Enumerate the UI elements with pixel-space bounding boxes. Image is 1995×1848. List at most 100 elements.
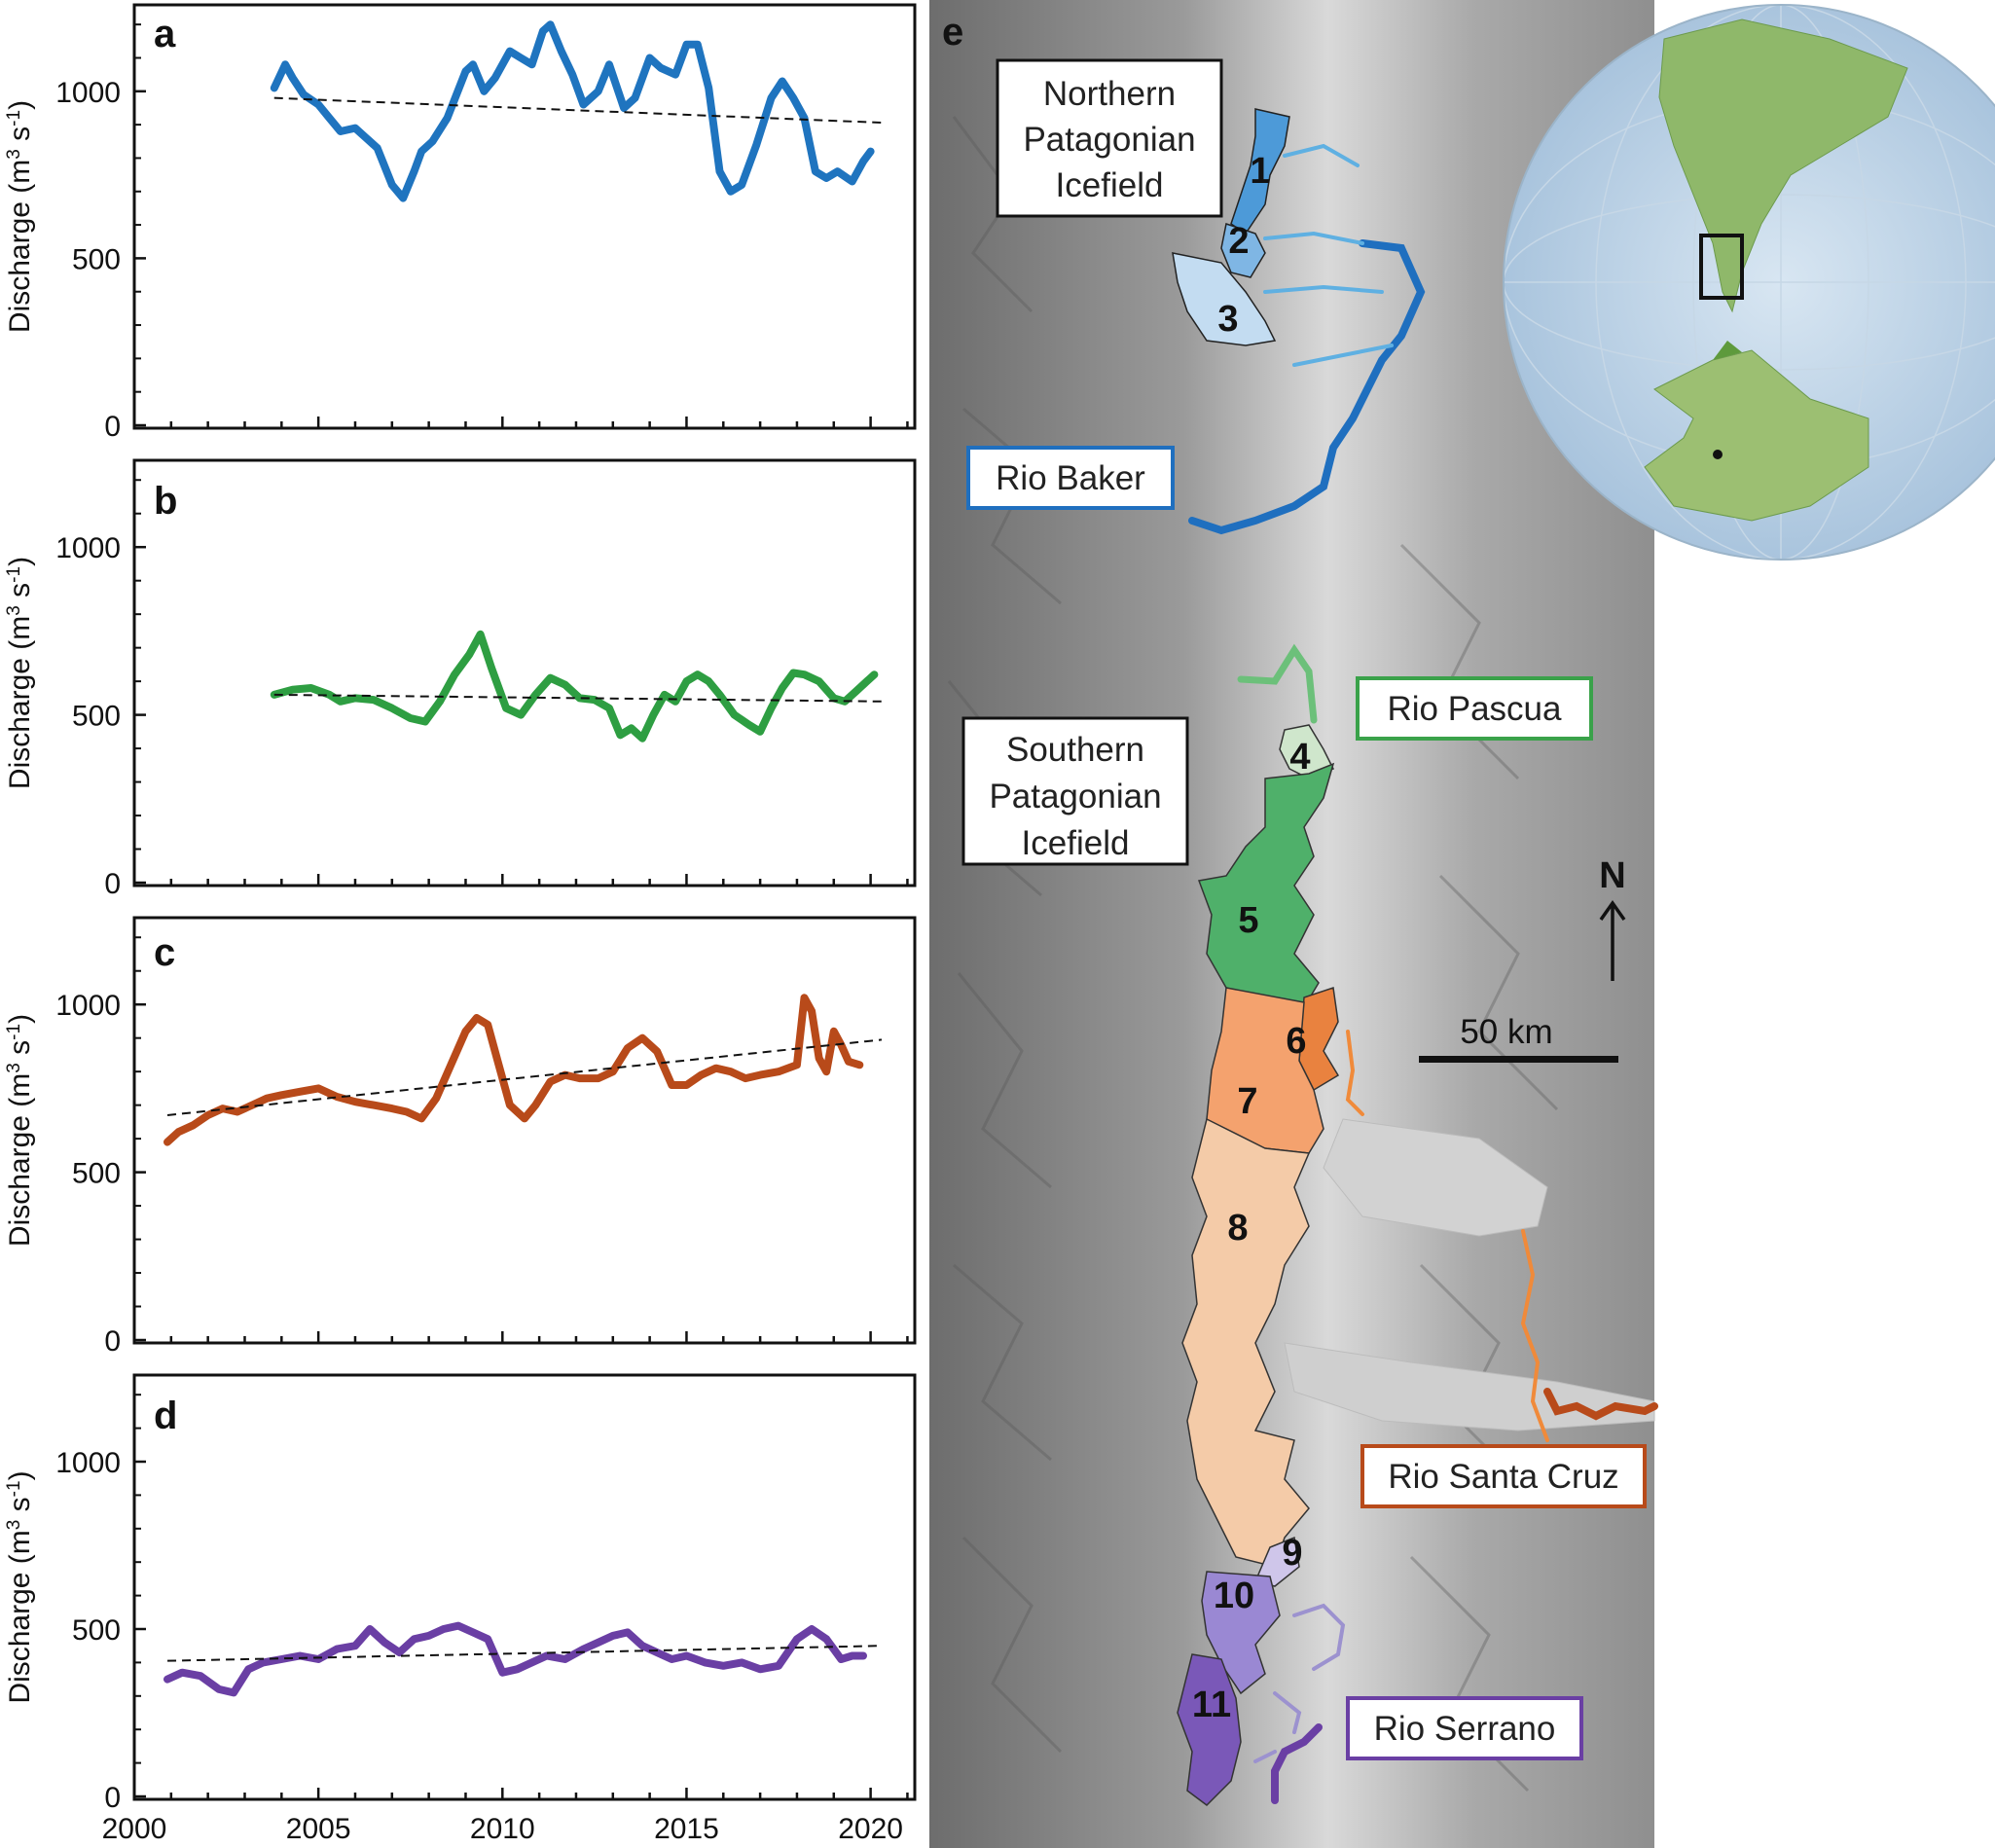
x-axis-tick-labels: 2000 2005 2010 2015 2020: [102, 1813, 903, 1845]
glacier-basin-2: [1220, 223, 1266, 278]
antarctica-landmass: [1644, 349, 1869, 522]
svg-text:Discharge (m3 s-1): Discharge (m3 s-1): [4, 557, 36, 789]
y-axis-label: Discharge (m3 s-1): [4, 557, 36, 789]
y-tick-label: 0: [104, 411, 121, 443]
svg-text:Patagonian: Patagonian: [1023, 121, 1195, 159]
rio-serrano-label: Rio Serrano: [1346, 1696, 1583, 1760]
svg-text:Discharge (m3 s-1): Discharge (m3 s-1): [4, 100, 36, 333]
plot-frame: [132, 916, 917, 1345]
svg-text:N: N: [1599, 855, 1625, 896]
chart-marks: [270, 630, 882, 743]
lake-argentino: [1323, 1118, 1548, 1237]
y-tick-label: 1000: [55, 990, 121, 1022]
y-axis-ticks: 0 500 1000: [55, 23, 146, 443]
study-area-box: [1699, 234, 1744, 300]
y-tick-label: 500: [72, 243, 121, 275]
rio-pascua-river: [1237, 643, 1318, 724]
plot-frame: [132, 3, 917, 430]
glacier-label-9: 9: [1282, 1533, 1302, 1574]
x-tick-label: 2000: [102, 1813, 167, 1845]
spi-label-box: Southern Patagonian Icefield: [961, 716, 1189, 866]
y-axis-label: Discharge (m3 s-1): [4, 1014, 36, 1247]
y-tick-label: 500: [72, 1614, 121, 1647]
npi-label-box: Northern Patagonian Icefield: [996, 58, 1223, 218]
chart-marks: [270, 20, 882, 202]
rio-santa-cruz-river: [1345, 1030, 1658, 1442]
svg-text:Patagonian: Patagonian: [989, 778, 1161, 815]
y-tick-label: 1000: [55, 532, 121, 564]
svg-text:Northern: Northern: [1043, 75, 1176, 113]
x-tick-label: 2005: [286, 1813, 351, 1845]
rio-santa-cruz-label: Rio Santa Cruz: [1360, 1444, 1647, 1508]
glacier-label-7: 7: [1237, 1081, 1257, 1122]
discharge-line: [270, 20, 875, 202]
svg-text:Rio Santa Cruz: Rio Santa Cruz: [1388, 1458, 1618, 1496]
svg-text:Rio Serrano: Rio Serrano: [1374, 1710, 1556, 1748]
panel-letter: c: [154, 931, 175, 974]
y-tick-label: 500: [72, 1158, 121, 1190]
rio-baker-river: [1188, 143, 1426, 535]
glacier-label-10: 10: [1214, 1576, 1254, 1616]
panel-a: a Discharge (m3 s-1) 0 500 1000: [4, 3, 917, 443]
y-axis-label: Discharge (m3 s-1): [4, 100, 36, 333]
y-tick-label: 0: [104, 868, 121, 900]
glacier-basin-3: [1172, 252, 1277, 346]
rio-pascua-label: Rio Pascua: [1356, 676, 1593, 741]
scale-bar: 50 km: [1419, 1013, 1618, 1063]
chart-marks: [163, 1621, 882, 1697]
north-arrow: N: [1599, 855, 1626, 981]
discharge-line: [163, 994, 864, 1146]
northern-icefield-basins: [1172, 108, 1290, 346]
svg-text:Icefield: Icefield: [1056, 166, 1164, 204]
x-tick-label: 2020: [838, 1813, 903, 1845]
glacier-label-4: 4: [1289, 737, 1310, 778]
panel-c: c Discharge (m3 s-1) 0 500 1000: [4, 916, 917, 1358]
svg-text:Southern: Southern: [1006, 731, 1144, 769]
svg-text:Icefield: Icefield: [1022, 824, 1130, 862]
svg-text:50 km: 50 km: [1460, 1013, 1552, 1051]
glacier-label-1: 1: [1250, 151, 1270, 192]
x-axis-ticks: [132, 1331, 909, 1343]
x-axis-ticks: [132, 874, 909, 886]
x-tick-label: 2015: [654, 1813, 719, 1845]
glacier-numbers: 1 2 3 4 5 6 7 8 9 10 11: [1192, 151, 1311, 1725]
trend-line: [273, 96, 882, 125]
trend-line: [166, 1038, 883, 1116]
y-axis-label: Discharge (m3 s-1): [4, 1470, 36, 1703]
y-axis-ticks: 0 500 1000: [55, 936, 146, 1358]
svg-text:Rio Baker: Rio Baker: [996, 459, 1145, 497]
glacier-basin-8: [1181, 1117, 1311, 1568]
map-panel: e: [929, 0, 1658, 1848]
svg-text:Discharge (m3 s-1): Discharge (m3 s-1): [4, 1014, 36, 1247]
panel-letter: d: [154, 1395, 177, 1437]
plot-frame: [132, 458, 917, 888]
y-axis-ticks: 0 500 1000: [55, 1394, 146, 1814]
y-tick-label: 0: [104, 1782, 121, 1814]
svg-text:Discharge (m3 s-1): Discharge (m3 s-1): [4, 1470, 36, 1703]
glacier-label-8: 8: [1227, 1208, 1248, 1249]
x-axis-ticks: [132, 1788, 909, 1799]
panel-b: b Discharge (m3 s-1) 0 500 1000: [4, 458, 917, 900]
rio-serrano-river: [1253, 1603, 1346, 1804]
panel-letter: e: [942, 11, 963, 54]
discharge-line: [270, 630, 879, 743]
y-tick-label: 1000: [55, 77, 121, 109]
glacier-label-5: 5: [1238, 900, 1258, 941]
south-america-landmass: [1658, 18, 1908, 313]
glacier-label-11: 11: [1192, 1685, 1231, 1725]
glacier-label-6: 6: [1286, 1021, 1306, 1062]
chart-marks: [163, 994, 883, 1146]
rio-baker-label: Rio Baker: [966, 446, 1175, 510]
y-tick-label: 1000: [55, 1447, 121, 1479]
x-axis-ticks: [132, 417, 909, 428]
x-tick-label: 2010: [470, 1813, 535, 1845]
glacier-label-3: 3: [1217, 299, 1238, 340]
y-tick-label: 500: [72, 701, 121, 733]
glacier-basin-11: [1177, 1653, 1242, 1806]
panel-letter: b: [154, 480, 177, 523]
panel-letter: a: [154, 13, 176, 55]
y-axis-ticks: 0 500 1000: [55, 479, 146, 900]
southern-icefield-basins: [1177, 724, 1340, 1806]
